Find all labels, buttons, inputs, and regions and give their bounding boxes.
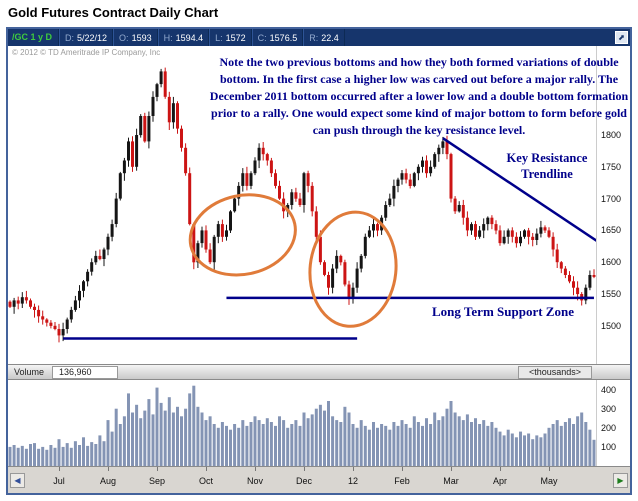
month-label: Feb xyxy=(394,476,410,486)
month-label: Mar xyxy=(443,476,459,486)
chart-window: /GC 1 y D D: 5/22/12 O: 1593 H: 1594.4 L… xyxy=(6,27,632,495)
double-bottom-ellipse xyxy=(188,193,297,277)
volume-header: Volume 136,960 <thousands> xyxy=(8,364,630,380)
price-axis-tick: 1600 xyxy=(601,257,622,268)
field-high-label: H: xyxy=(163,32,173,43)
page-title: Gold Futures Contract Daily Chart xyxy=(8,5,219,20)
volume-axis-tick: 200 xyxy=(601,422,617,433)
volume-axis: 100 200 300 400 xyxy=(596,380,631,466)
resistance-label: Key Resistance Trendline xyxy=(506,151,588,181)
price-pane[interactable]: © 2012 © TD Ameritrade IP Company, Inc N… xyxy=(8,46,630,364)
volume-units: <thousands> xyxy=(517,365,592,379)
month-tick xyxy=(451,467,452,471)
field-close: C: 1576.5 xyxy=(251,29,304,46)
scroll-left-button[interactable]: ◀ xyxy=(10,473,25,488)
month-label: May xyxy=(540,476,558,486)
volume-axis-tick: 100 xyxy=(601,441,617,452)
field-high-value: 1594.4 xyxy=(175,32,204,43)
price-axis-tick: 1550 xyxy=(601,289,622,300)
field-low-label: L: xyxy=(215,32,223,43)
field-high: H: 1594.4 xyxy=(157,29,210,46)
resistance-trendline xyxy=(442,137,596,242)
field-range-value: 22.4 xyxy=(321,32,339,43)
support-label: Long Term Support Zone xyxy=(432,304,574,319)
month-label: Aug xyxy=(99,476,117,486)
price-chart[interactable] xyxy=(8,46,596,364)
month-label: Jul xyxy=(53,476,65,486)
chart-toolbar: /GC 1 y D D: 5/22/12 O: 1593 H: 1594.4 L… xyxy=(8,29,630,46)
month-tick xyxy=(549,467,550,471)
field-date: D: 5/22/12 xyxy=(59,29,114,46)
month-label: Sep xyxy=(148,476,166,486)
month-tick xyxy=(304,467,305,471)
month-label: Apr xyxy=(492,476,508,486)
field-date-value: 5/22/12 xyxy=(77,32,108,43)
month-tick xyxy=(206,467,207,471)
month-tick xyxy=(402,467,403,471)
price-axis-tick: 1700 xyxy=(601,193,622,204)
field-close-label: C: xyxy=(257,32,267,43)
volume-axis-tick: 300 xyxy=(601,403,617,414)
volume-label: Volume xyxy=(14,367,45,377)
price-axis-tick: 1750 xyxy=(601,161,622,172)
time-axis: ◀ ▶ Jul Aug Sep Oct Nov Dec 12 Feb Mar Apr May xyxy=(8,466,630,493)
price-axis-tick: 1500 xyxy=(601,320,622,331)
field-low-value: 1572 xyxy=(225,32,246,43)
field-date-label: D: xyxy=(65,32,75,43)
popout-icon[interactable]: ⬈ xyxy=(615,31,628,44)
field-low: L: 1572 xyxy=(209,29,252,46)
volume-value: 136,960 xyxy=(52,365,119,379)
field-range-label: R: xyxy=(309,32,319,43)
symbol-label[interactable]: /GC 1 y D xyxy=(8,29,60,46)
month-label: Nov xyxy=(246,476,264,486)
month-label: 12 xyxy=(347,476,359,486)
double-bottom-ellipse xyxy=(308,210,398,328)
month-tick xyxy=(157,467,158,471)
volume-chart[interactable] xyxy=(8,380,596,466)
month-tick xyxy=(59,467,60,471)
volume-bars xyxy=(8,385,596,466)
price-axis: 1500 1550 1600 1650 1700 1750 1800 xyxy=(596,46,631,364)
month-tick xyxy=(108,467,109,471)
candlestick-series xyxy=(8,67,596,343)
field-range: R: 22.4 xyxy=(303,29,345,46)
field-close-value: 1576.5 xyxy=(269,32,298,43)
month-label: Oct xyxy=(198,476,214,486)
field-open-label: O: xyxy=(119,32,129,43)
price-axis-tick: 1650 xyxy=(601,225,622,236)
month-tick xyxy=(353,467,354,471)
month-label: Dec xyxy=(295,476,313,486)
scroll-right-button[interactable]: ▶ xyxy=(613,473,628,488)
price-axis-tick: 1800 xyxy=(601,130,622,141)
field-open: O: 1593 xyxy=(113,29,158,46)
field-open-value: 1593 xyxy=(131,32,152,43)
month-tick xyxy=(255,467,256,471)
volume-axis-tick: 400 xyxy=(601,384,617,395)
month-tick xyxy=(500,467,501,471)
copyright: © 2012 © TD Ameritrade IP Company, Inc xyxy=(12,48,161,57)
volume-pane[interactable]: 100 200 300 400 xyxy=(8,380,630,466)
